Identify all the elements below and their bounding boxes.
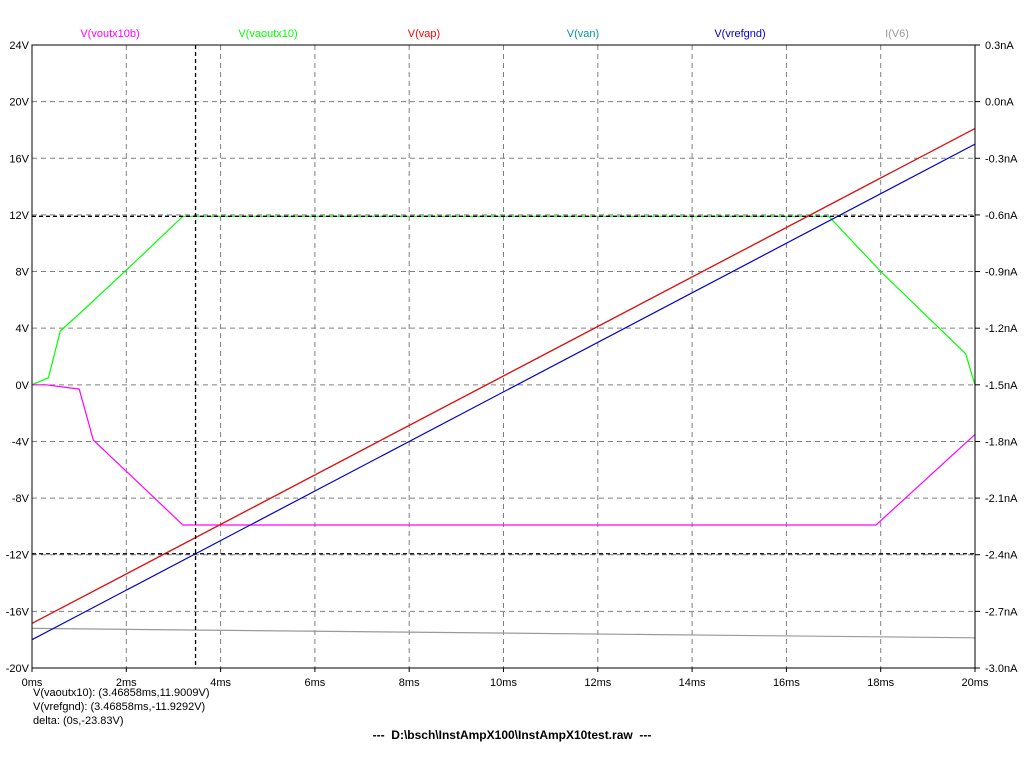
cursor-layer[interactable] — [32, 45, 975, 668]
x-tick-label: 2ms — [116, 677, 137, 689]
series-line-v-vaoutx10 — [31, 215, 976, 386]
x-tick-label: 4ms — [210, 677, 231, 689]
y2-tick-label: -0.9nA — [985, 267, 1018, 279]
y2-tick-label: -1.2nA — [985, 323, 1018, 335]
y-tick-label: 24V — [9, 40, 29, 52]
y2-tick-label: -1.8nA — [985, 436, 1018, 448]
y-tick-label: 8V — [16, 267, 30, 279]
y2-tick-label: -2.1nA — [985, 493, 1018, 505]
y2-tick-label: -2.7nA — [985, 606, 1018, 618]
y2-tick-label: 0.3nA — [985, 40, 1014, 52]
grid — [32, 45, 975, 668]
y2-tick-label: 0.0nA — [985, 97, 1014, 109]
series-line-v-vrefgnd — [31, 143, 976, 641]
y-tick-label: 4V — [16, 323, 30, 335]
y-tick-label: -4V — [12, 436, 30, 448]
raw-file-path: --- D:\bsch\InstAmpX100\InstAmpX10test.r… — [372, 728, 652, 742]
y2-tick-label: -0.3nA — [985, 153, 1018, 165]
y-tick-label: 20V — [9, 97, 29, 109]
legend-entry: V(vap) — [408, 28, 440, 40]
legend-entry: I(V6) — [885, 28, 909, 40]
cursor-readout-2: V(vrefgnd): (3.46858ms,-11.9292V) — [33, 701, 206, 713]
series-line-v-vap — [31, 127, 976, 624]
y-tick-label: 16V — [9, 153, 29, 165]
y2-tick-label: -0.6nA — [985, 210, 1018, 222]
legend-entry: V(van) — [567, 28, 599, 40]
x-tick-label: 10ms — [490, 677, 517, 689]
x-tick-label: 16ms — [773, 677, 800, 689]
y2-tick-label: -2.4nA — [985, 550, 1018, 562]
series-line-v-voutx10b — [32, 384, 976, 526]
y-tick-label: 12V — [9, 210, 29, 222]
series-layer — [31, 127, 976, 641]
legend-entry: V(vaoutx10) — [238, 28, 297, 40]
x-tick-label: 14ms — [679, 677, 706, 689]
y2-tick-label: -1.5nA — [985, 380, 1018, 392]
x-tick-label: 20ms — [962, 677, 989, 689]
x-tick-label: 18ms — [867, 677, 894, 689]
cursor-readout-delta: delta: (0s,-23.83V) — [33, 715, 124, 727]
x-tick-label: 6ms — [305, 677, 326, 689]
x-tick-label: 12ms — [584, 677, 611, 689]
legend: V(voutx10b) V(vaoutx10) V(vap) V(van) V(vref… — [80, 28, 909, 40]
x-tick-label: 8ms — [399, 677, 420, 689]
series-line-i-v6 — [31, 627, 976, 639]
y-axis-ticks: 24V 20V 16V 12V 8V 4V 0V -4V -8V -12V -16V -20V — [6, 40, 30, 675]
y-tick-label: 0V — [16, 380, 30, 392]
x-tick-label: 0ms — [22, 677, 43, 689]
cursor-readout-1: V(vaoutx10): (3.46858ms,11.9009V) — [33, 687, 210, 699]
y-tick-label: -16V — [6, 606, 30, 618]
y-tick-label: -12V — [6, 550, 30, 562]
y2-tick-label: -3.0nA — [985, 663, 1018, 675]
x-axis-ticks: 0ms 2ms 4ms 6ms 8ms 10ms 12ms 14ms 16ms 18ms 20ms — [22, 668, 989, 689]
legend-entry: V(vrefgnd) — [714, 28, 765, 40]
y-tick-label: -8V — [12, 493, 30, 505]
legend-entry: V(voutx10b) — [80, 28, 139, 40]
y-tick-label: -20V — [6, 663, 30, 675]
y2-axis-ticks: 0.3nA 0.0nA -0.3nA -0.6nA -0.9nA -1.2nA -1.5nA… — [975, 40, 1018, 675]
